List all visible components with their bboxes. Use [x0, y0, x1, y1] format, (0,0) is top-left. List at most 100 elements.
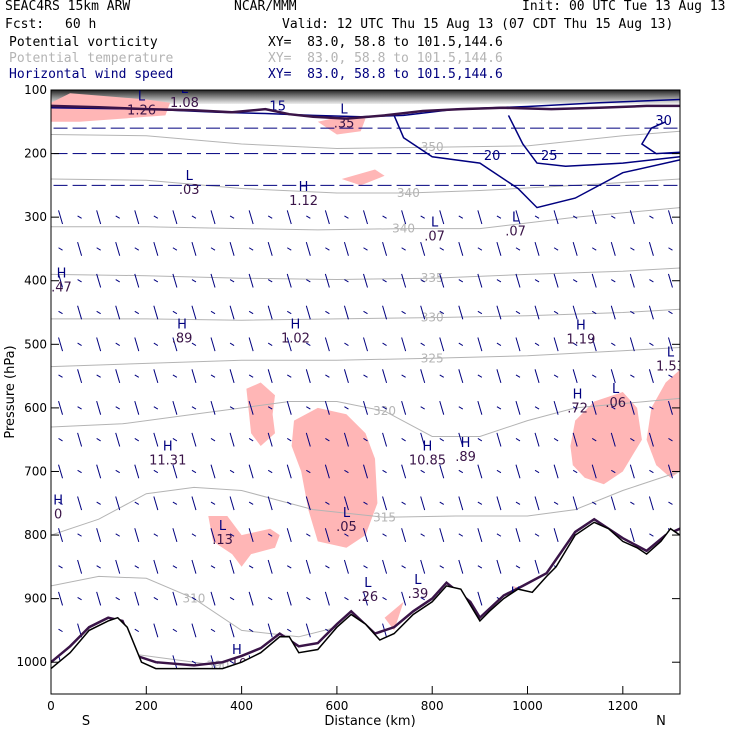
- wind-vector: [153, 597, 159, 601]
- wind-vector: [648, 432, 654, 447]
- wind-vector: [382, 279, 387, 283]
- wind-vector: [306, 342, 311, 346]
- y-tick-label: 900: [24, 592, 47, 606]
- wind-vector: [363, 210, 368, 225]
- wind-vector: [153, 469, 159, 474]
- pv-shaded-region: [246, 382, 275, 446]
- wind-vector: [58, 247, 63, 251]
- wind-vector: [58, 464, 64, 479]
- wind-vector: [591, 247, 597, 251]
- wind-vector: [153, 432, 159, 447]
- wind-vector: [477, 591, 483, 606]
- wind-vector: [420, 369, 426, 384]
- wind-vector: [210, 591, 216, 606]
- wind-vector: [172, 273, 178, 288]
- wind-vector: [172, 528, 178, 542]
- wind-vector: [553, 374, 559, 378]
- wind-vector: [287, 310, 292, 315]
- wind-vector: [343, 432, 349, 447]
- wind-vector: [77, 342, 82, 346]
- wind-vector: [287, 565, 292, 569]
- wind-vector: [267, 369, 273, 384]
- theta-line-325: [51, 347, 680, 368]
- wind-vector: [248, 501, 254, 505]
- wind-vector: [229, 369, 235, 384]
- wind-vector: [611, 279, 616, 283]
- wind-vector: [649, 279, 654, 283]
- pv-extremum-type: H: [232, 643, 242, 658]
- wind-vector: [153, 342, 159, 346]
- wind-vector: [229, 406, 235, 410]
- wind-vector: [496, 242, 502, 256]
- y-tick-label: 1000: [16, 655, 47, 669]
- wind-vector: [115, 369, 121, 384]
- terrain: [51, 521, 680, 694]
- wind-vector: [58, 565, 63, 569]
- wind-vector: [286, 400, 292, 415]
- wind-vector: [172, 400, 178, 415]
- wind-vector: [77, 469, 82, 474]
- x-tick-label: 0: [47, 699, 55, 713]
- wind-vector: [134, 438, 140, 442]
- wind-vector: [439, 247, 444, 251]
- wind-vector: [77, 406, 82, 410]
- wind-vector: [496, 279, 502, 283]
- wind-vector: [401, 528, 407, 542]
- wind-vector: [172, 337, 178, 352]
- wind-vector: [210, 337, 216, 352]
- field-label-pv: Potential vorticity: [9, 35, 158, 50]
- wind-vector: [96, 310, 101, 315]
- theta-label: 330: [421, 311, 444, 325]
- wind-vector: [649, 215, 654, 219]
- wind-vector: [267, 305, 273, 320]
- wind-vector: [96, 591, 102, 606]
- wind-vector: [324, 464, 330, 479]
- wind-vector: [611, 406, 616, 410]
- wind-vector: [439, 565, 444, 569]
- wind-vector: [324, 400, 330, 415]
- wind-vector: [267, 279, 273, 283]
- wind-vector: [496, 342, 502, 346]
- wind-vector: [286, 591, 292, 606]
- wind-vector: [534, 406, 540, 410]
- field-label-theta: Potential temperature: [9, 51, 174, 66]
- wind-vector: [343, 559, 349, 574]
- wind-vector: [210, 273, 216, 288]
- pv-extremum-type: L: [343, 506, 351, 521]
- wind-vector: [248, 565, 254, 569]
- wind-vector: [286, 337, 292, 352]
- wind-vector: [96, 528, 102, 542]
- wind-vector: [667, 337, 673, 352]
- wind-vector: [649, 533, 654, 537]
- wind-vector: [439, 374, 444, 378]
- wind-vector: [305, 369, 311, 384]
- wind-vector: [286, 210, 292, 225]
- wind-vector: [363, 310, 368, 315]
- wind-vector: [401, 591, 407, 606]
- wind-vector: [191, 369, 197, 384]
- wind-vector: [363, 273, 368, 288]
- pv-shaded-region: [317, 115, 366, 135]
- wind-vector: [134, 400, 140, 415]
- wind-vector: [287, 628, 292, 633]
- wind-vector: [172, 501, 178, 505]
- pv-extremum-type: L: [340, 102, 348, 117]
- wind-vector: [534, 242, 540, 256]
- theta-label: 325: [421, 351, 444, 365]
- wind-vector: [458, 406, 464, 410]
- wind-vector: [591, 400, 597, 415]
- wind-vector: [382, 242, 388, 256]
- wind-vector: [191, 215, 197, 219]
- wind-speed-label: 25: [541, 149, 558, 164]
- wind-vector: [648, 369, 654, 384]
- wind-vector: [115, 305, 121, 320]
- theta-line-350: [51, 130, 680, 150]
- wind-vector: [96, 464, 102, 479]
- wind-vector: [363, 337, 368, 352]
- wind-vector: [153, 242, 159, 256]
- valid-time: Valid: 12 UTC Thu 15 Aug 13 (07 CDT Thu …: [282, 17, 674, 32]
- field-xy-wind: XY= 83.0, 58.8 to 101.5,144.6: [268, 67, 503, 82]
- wind-vector: [267, 215, 273, 219]
- y-tick-label: 100: [24, 83, 47, 97]
- wind-vector: [572, 305, 578, 320]
